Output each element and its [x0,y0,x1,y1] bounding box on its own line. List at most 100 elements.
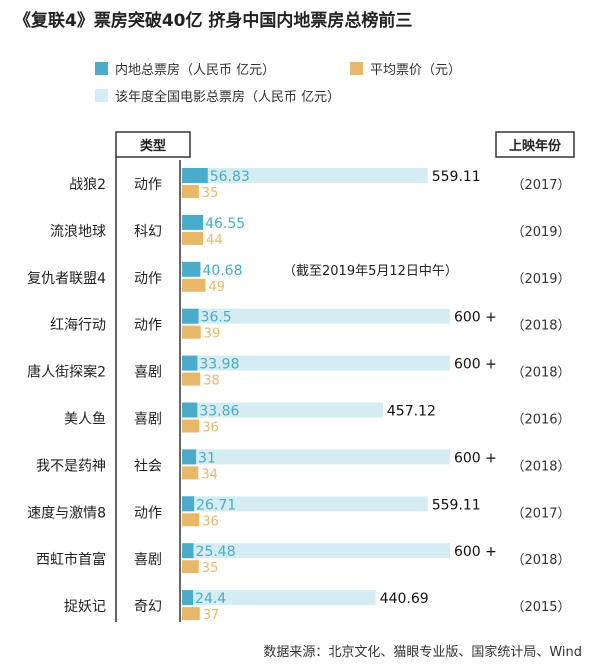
box-office-bar [182,168,208,183]
header-type-box [115,131,191,158]
total-bar [182,168,428,183]
film-genre: 社会 [134,458,162,474]
total-bar [182,496,428,512]
release-year: （2019） [511,272,570,287]
total-bar [182,308,450,324]
avg-price-bar [182,466,199,480]
film-genre: 动作 [134,318,162,334]
header-type-label: 类型 [140,138,166,154]
legend-label-box: 内地总票房（人民币 亿元） [115,62,275,78]
avg-price-label: 39 [204,327,221,342]
legend-swatch-total [95,89,108,102]
box-office-bar [182,355,198,371]
avg-price-label: 34 [201,467,218,482]
film-name: 西虹市首富 [36,551,106,568]
avg-price-bar [182,513,200,527]
box-office-bar [182,308,199,324]
box-office-label: 36.5 [201,310,232,326]
film-name: 我不是药神 [36,458,106,474]
film-genre: 喜剧 [134,365,162,381]
film-name: 流浪地球 [50,224,106,240]
film-genre: 动作 [134,505,162,521]
release-year: （2018） [511,319,570,334]
box-office-label: 24.4 [195,591,226,607]
box-office-label: 46.55 [205,216,245,232]
total-label: 600 + [454,357,497,373]
film-genre: 动作 [134,271,162,287]
note-label: （截至2019年5月12日中午） [283,264,458,279]
avg-price-label: 36 [202,514,219,529]
total-bar [182,590,376,606]
box-office-label: 40.68 [202,263,242,279]
total-label: 600 + [454,310,497,326]
release-year: （2018） [511,553,570,568]
avg-price-bar [182,325,201,339]
box-office-label: 33.98 [199,357,239,373]
total-label: 600 + [454,450,497,466]
legend-swatch-price [350,62,363,75]
total-label: 457.12 [387,404,436,420]
legend-label-total: 该年度全国电影总票房（人民币 亿元） [115,89,340,105]
box-office-bar [182,543,194,559]
box-office-bar [182,402,198,418]
avg-price-label: 38 [203,374,220,389]
avg-price-bar [182,560,199,574]
film-name: 速度与激情8 [27,504,106,521]
film-name: 战狼2 [69,177,106,193]
box-office-bar [182,590,194,606]
release-year: （2016） [511,413,570,428]
total-label: 559.11 [432,169,481,185]
box-office-bar [182,449,197,465]
avg-price-label: 35 [202,561,219,576]
legend-swatch-box [95,62,108,75]
film-name: 美人鱼 [64,411,106,428]
avg-price-bar [182,419,200,433]
legend-label-price: 平均票价（元） [370,63,461,78]
box-office-label: 33.86 [199,404,239,420]
box-office-bar [182,214,204,230]
film-name: 复仇者联盟4 [27,270,106,287]
header-year-label: 上映年份 [509,138,562,154]
avg-price-bar [182,607,200,621]
release-year: （2017） [511,506,570,521]
film-name: 红海行动 [50,318,106,334]
film-genre: 奇幻 [134,598,162,615]
header-type: 类型 [115,131,191,158]
avg-price-bar [182,231,204,245]
chart-title: 《复联4》票房突破40亿 挤身中国内地票房总榜前三 [14,10,412,31]
film-genre: 喜剧 [134,552,162,568]
avg-price-label: 35 [202,186,219,201]
release-year: （2018） [511,459,570,474]
avg-price-label: 36 [202,421,219,436]
total-bar [182,449,450,465]
film-name: 唐人街探案2 [27,364,106,381]
total-bar [182,402,383,418]
box-office-bar [182,496,195,512]
avg-price-label: 37 [203,608,220,623]
avg-price-bar [182,372,201,386]
film-name: 捉妖记 [64,599,106,615]
release-year: （2019） [511,225,570,240]
film-genre: 喜剧 [134,412,162,428]
avg-price-label: 49 [209,280,226,295]
total-label: 559.11 [432,497,481,513]
film-genre: 动作 [134,177,162,193]
avg-price-label: 44 [206,233,223,248]
release-year: （2017） [511,178,570,193]
avg-price-bar [182,278,206,292]
film-genre: 科幻 [134,224,162,240]
avg-price-bar [182,185,199,198]
legend: 内地总票房（人民币 亿元） 平均票价（元） 该年度全国电影总票房（人民币 亿元） [95,62,461,105]
release-year: （2015） [511,600,570,615]
source-note: 数据来源：北京文化、猫眼专业版、国家统计局、Wind [263,644,582,660]
header-year-box [495,131,575,158]
total-bar [182,355,450,371]
total-label: 600 + [454,544,497,560]
box-office-label: 25.48 [196,544,236,560]
header-year: 上映年份 [495,131,575,158]
box-office-label: 26.71 [196,497,236,513]
box-office-bar [182,261,201,277]
release-year: （2018） [511,366,570,381]
